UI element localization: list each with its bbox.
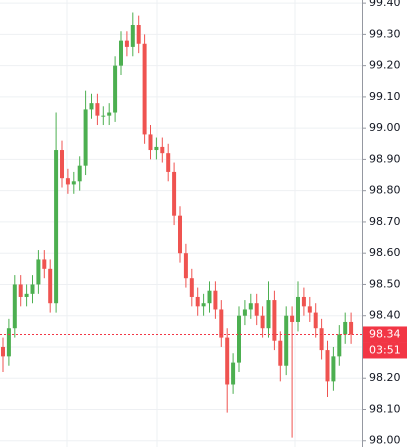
candle-body bbox=[284, 315, 289, 366]
candle-body bbox=[101, 115, 106, 117]
candle-body bbox=[296, 296, 300, 322]
candle-body bbox=[242, 309, 247, 316]
candle-body bbox=[254, 303, 259, 316]
countdown-label: 03:51 bbox=[369, 343, 401, 356]
candle-body bbox=[207, 290, 212, 304]
candle-body bbox=[113, 65, 118, 113]
y-tick-label: 99.00 bbox=[369, 121, 401, 134]
candle-body bbox=[172, 171, 177, 216]
y-tick-label: 98.80 bbox=[369, 184, 401, 197]
y-tick-label: 98.10 bbox=[369, 402, 401, 415]
candle-body bbox=[77, 165, 82, 182]
y-tick-label: 98.20 bbox=[369, 371, 401, 384]
y-tick-label: 98.70 bbox=[369, 215, 401, 228]
candle-body bbox=[65, 178, 70, 185]
price-label-box bbox=[363, 326, 407, 343]
candle-body bbox=[24, 293, 29, 297]
candle-body bbox=[219, 309, 224, 338]
y-tick-label: 98.90 bbox=[369, 152, 401, 165]
candle-body bbox=[213, 290, 218, 310]
candle-body bbox=[130, 25, 135, 47]
candle-body bbox=[178, 215, 182, 254]
candle-body bbox=[36, 259, 41, 285]
y-tick-label: 99.40 bbox=[369, 0, 401, 9]
candle-body bbox=[60, 150, 64, 179]
candle-body bbox=[331, 356, 336, 382]
y-tick-label: 98.40 bbox=[369, 309, 401, 322]
candle-body bbox=[290, 315, 295, 322]
candle-body bbox=[1, 346, 5, 357]
candle-body bbox=[166, 153, 171, 172]
y-tick-label: 99.10 bbox=[369, 90, 401, 103]
y-tick-label: 98.50 bbox=[369, 277, 401, 290]
candle-body bbox=[71, 181, 76, 185]
candle-body bbox=[349, 321, 354, 335]
candle-body bbox=[107, 112, 112, 116]
candle-body bbox=[148, 134, 153, 151]
candle-body bbox=[237, 315, 241, 363]
candle-body bbox=[154, 146, 159, 151]
candle-body bbox=[18, 284, 23, 297]
candle-body bbox=[160, 146, 165, 154]
candle-body bbox=[95, 103, 100, 116]
candle-body bbox=[325, 350, 330, 382]
candle-body bbox=[124, 40, 129, 47]
candle-body bbox=[48, 268, 53, 304]
candle-body bbox=[225, 337, 230, 385]
candle-body bbox=[313, 312, 318, 329]
candle-body bbox=[343, 321, 348, 335]
y-tick-label: 99.30 bbox=[369, 27, 401, 40]
candle-body bbox=[195, 296, 200, 307]
candle-body bbox=[189, 278, 194, 297]
candle-body bbox=[301, 296, 306, 307]
candle-body bbox=[83, 109, 88, 166]
candle-body bbox=[272, 300, 277, 341]
candle-body bbox=[54, 150, 59, 304]
price-label: 98.34 bbox=[369, 327, 401, 340]
candle-body bbox=[248, 303, 253, 310]
y-tick-label: 99.20 bbox=[369, 59, 401, 72]
candle-body bbox=[260, 315, 265, 329]
candle-body bbox=[142, 43, 147, 135]
candle-body bbox=[266, 300, 271, 329]
y-tick-label: 98.00 bbox=[369, 434, 401, 447]
y-tick-label: 98.60 bbox=[369, 246, 401, 259]
candle-body bbox=[119, 40, 123, 66]
candle-body bbox=[42, 259, 47, 269]
candle-body bbox=[6, 328, 11, 357]
candle-body bbox=[231, 362, 236, 385]
candle-body bbox=[136, 25, 141, 44]
candle-body bbox=[30, 284, 35, 294]
candle-body bbox=[307, 306, 312, 313]
candle-body bbox=[201, 303, 206, 307]
candle-body bbox=[337, 334, 342, 357]
candle-body bbox=[89, 103, 94, 110]
candle-body bbox=[12, 284, 17, 329]
candle-body bbox=[278, 340, 283, 366]
candle-body bbox=[319, 328, 324, 351]
countdown-box bbox=[363, 342, 407, 359]
candle-body bbox=[183, 253, 188, 279]
